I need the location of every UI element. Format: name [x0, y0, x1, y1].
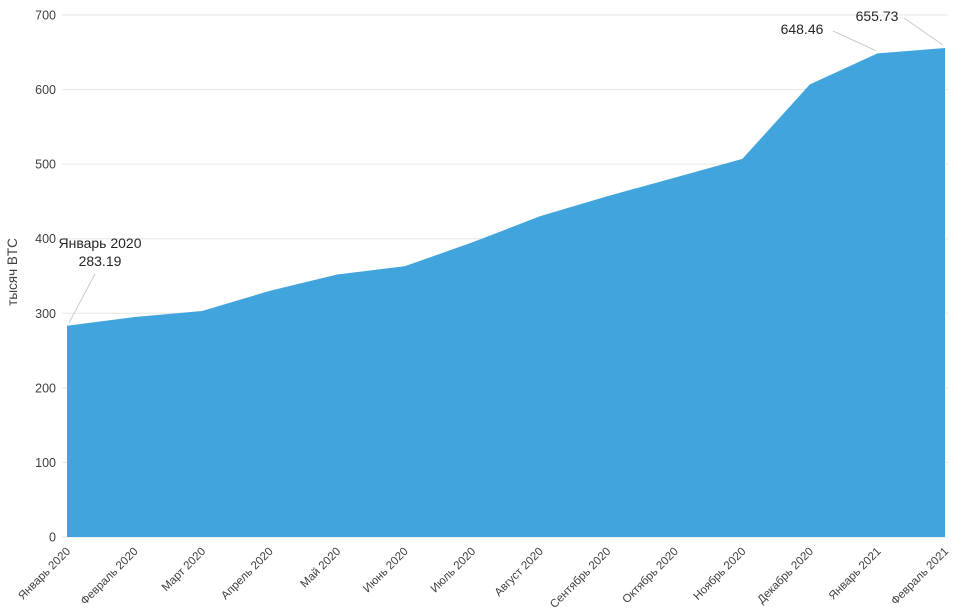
annotation-callout-line — [832, 30, 876, 51]
svg-text:Июнь 2020: Июнь 2020 — [361, 546, 411, 596]
svg-text:300: 300 — [35, 307, 56, 321]
y-axis-title: тысяч BTC — [5, 238, 20, 306]
svg-text:Август 2020: Август 2020 — [493, 546, 546, 599]
svg-text:400: 400 — [35, 232, 56, 246]
svg-text:0: 0 — [49, 531, 56, 545]
annotation-callout-line — [68, 273, 96, 324]
svg-text:Февраль 2021: Февраль 2021 — [889, 546, 951, 608]
svg-text:700: 700 — [35, 9, 56, 23]
svg-text:Май 2020: Май 2020 — [299, 546, 344, 591]
annotation-label: 655.73 — [856, 8, 899, 24]
y-axis-labels: 0 100 200 300 400 500 600 700 — [35, 9, 56, 545]
annotation-label: 648.46 — [781, 21, 824, 37]
svg-text:Январь 2020: Январь 2020 — [16, 546, 73, 603]
svg-text:Июль 2020: Июль 2020 — [429, 546, 479, 596]
svg-text:Декабрь 2020: Декабрь 2020 — [755, 546, 816, 607]
svg-text:600: 600 — [35, 83, 56, 97]
x-axis-labels: Январь 2020 Февраль 2020 Март 2020 Апрель 2… — [16, 546, 951, 611]
annotation: 648.46 — [781, 21, 876, 51]
svg-text:Апрель 2020: Апрель 2020 — [219, 546, 275, 602]
svg-text:Март 2020: Март 2020 — [160, 546, 208, 594]
svg-text:500: 500 — [35, 158, 56, 172]
svg-text:Сентябрь 2020: Сентябрь 2020 — [548, 546, 613, 611]
svg-text:Февраль 2020: Февраль 2020 — [79, 546, 141, 608]
annotation-callout-line — [903, 17, 944, 46]
annotation: 655.73 — [856, 8, 944, 46]
area-series[interactable] — [67, 48, 945, 537]
svg-text:Октябрь 2020: Октябрь 2020 — [621, 546, 681, 606]
annotation-label: Январь 2020 — [58, 235, 141, 251]
annotation: Январь 2020 283.19 — [58, 235, 142, 324]
svg-text:200: 200 — [35, 381, 56, 395]
svg-text:100: 100 — [35, 456, 56, 470]
annotation-label: 283.19 — [79, 253, 122, 269]
svg-text:Январь 2021: Январь 2021 — [827, 546, 884, 603]
svg-text:Ноябрь 2020: Ноябрь 2020 — [691, 546, 748, 603]
